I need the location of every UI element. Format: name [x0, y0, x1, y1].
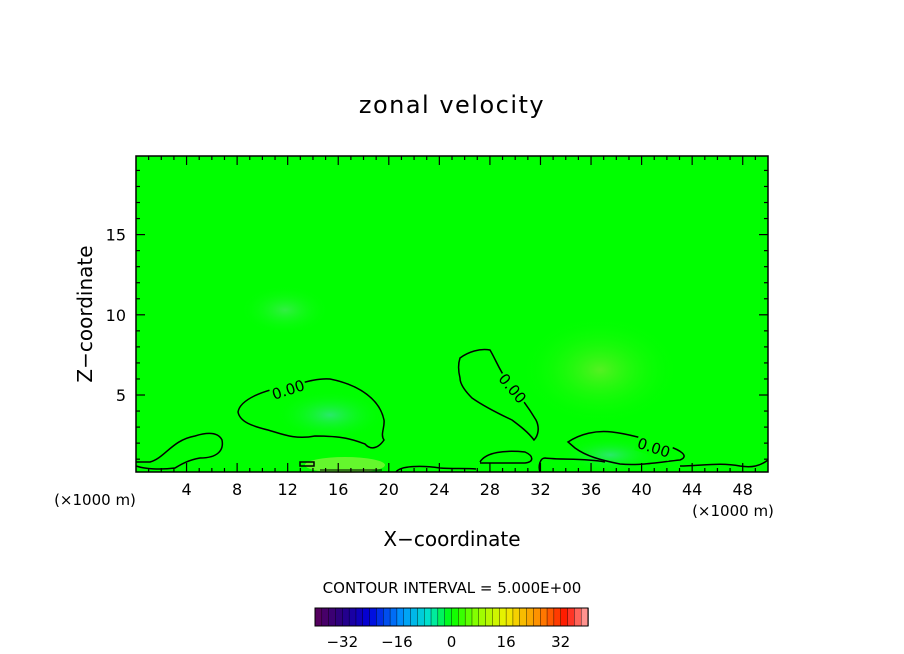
colorbar-cell [458, 607, 466, 627]
colorbar-tick-label: 16 [497, 633, 516, 651]
contour-line [538, 457, 606, 473]
x-tick-label: 36 [581, 480, 601, 499]
colorbar-cell [430, 607, 439, 627]
colorbar-cell [580, 607, 589, 627]
colorbar-cell [376, 607, 384, 627]
colorbar-cell [383, 607, 391, 627]
x-tick-label: 8 [232, 480, 242, 499]
x-tick-label: 16 [328, 480, 348, 499]
colorbar-cell [424, 607, 432, 627]
heatmap-field [136, 156, 768, 472]
colorbar-cell [492, 607, 500, 627]
x-tick-label: 48 [733, 480, 753, 499]
colorbar-cell [451, 607, 460, 627]
colorbar-tick-label: −16 [381, 633, 413, 651]
colorbar-cell [499, 607, 507, 627]
field-blob [520, 315, 680, 425]
colorbar-cell [512, 607, 521, 627]
colorbar-cell [464, 607, 473, 627]
colorbar-cell [314, 607, 323, 627]
colorbar-cell [574, 607, 582, 627]
contour-line [395, 465, 477, 473]
colorbar-cell [485, 607, 494, 627]
colorbar-cell [540, 607, 548, 627]
colorbar-cell [403, 607, 412, 627]
colorbar-cell [478, 607, 487, 627]
colorbar-cell [342, 607, 350, 627]
contour-line [135, 432, 224, 470]
x-tick-label: 40 [631, 480, 651, 499]
x-axis: 4 8 12 16 20 24 28 32 36 40 44 48 [148, 156, 756, 499]
colorbar-cell [471, 607, 480, 627]
colorbar-tick-label: −32 [326, 633, 358, 651]
y-axis: 5 10 15 [106, 169, 768, 460]
plot-area: 0.00 0.00 0.00 [135, 155, 769, 473]
x-tick-label: 20 [379, 480, 399, 499]
y-tick-label: 5 [116, 386, 126, 405]
colorbar-cell [546, 607, 555, 627]
colorbar-cell [533, 607, 541, 627]
y-tick-label: 15 [106, 226, 126, 245]
colorbar-tick-label: 0 [447, 633, 457, 651]
colorbar-cell [553, 607, 562, 627]
field-blob [275, 390, 385, 440]
colorbar: −32 −16 0 16 32 [314, 607, 589, 651]
contour-line [299, 461, 315, 467]
colorbar-cell [369, 607, 378, 627]
colorbar-cell [389, 607, 398, 627]
x-tick-label: 28 [480, 480, 500, 499]
colorbar-frame [314, 607, 589, 627]
x-tick-label: 24 [429, 480, 449, 499]
contour-line [457, 348, 539, 442]
colorbar-cell [560, 607, 569, 627]
colorbar-cell [444, 607, 453, 627]
contour-interval: CONTOUR INTERVAL = 5.000E+00 [323, 579, 582, 597]
contour-line [479, 450, 533, 464]
colorbar-cell [410, 607, 419, 627]
colorbar-cell [362, 607, 371, 627]
chart-title: zonal velocity [359, 91, 545, 119]
colorbar-cell [355, 607, 364, 627]
colorbar-cell [505, 607, 514, 627]
colorbar-cell [567, 607, 576, 627]
colorbar-cell [348, 607, 357, 627]
x-tick-label: 44 [682, 480, 702, 499]
colorbar-cell [396, 607, 405, 627]
colorbar-cell [437, 607, 446, 627]
colorbar-cell [417, 607, 425, 627]
x-tick-label: 4 [181, 480, 191, 499]
colorbar-cell [526, 607, 535, 627]
y-axis-title: Z−coordinate [73, 245, 97, 382]
x-tick-label: 32 [530, 480, 550, 499]
colorbar-tick-label: 32 [551, 633, 570, 651]
x-axis-title: X−coordinate [383, 527, 520, 551]
x-tick-label: 12 [278, 480, 298, 499]
field-blob [305, 457, 385, 473]
colorbar-cell [328, 607, 337, 627]
colorbar-cell [321, 607, 330, 627]
colorbar-cell [519, 607, 528, 627]
x-unit-label-left: (×1000 m) [54, 491, 136, 509]
field-blob [240, 285, 330, 335]
colorbar-cell [335, 607, 344, 627]
x-unit-label-right: (×1000 m) [692, 502, 774, 520]
contour-line [566, 430, 685, 466]
y-tick-label: 10 [106, 306, 126, 325]
contour-line [679, 459, 769, 468]
